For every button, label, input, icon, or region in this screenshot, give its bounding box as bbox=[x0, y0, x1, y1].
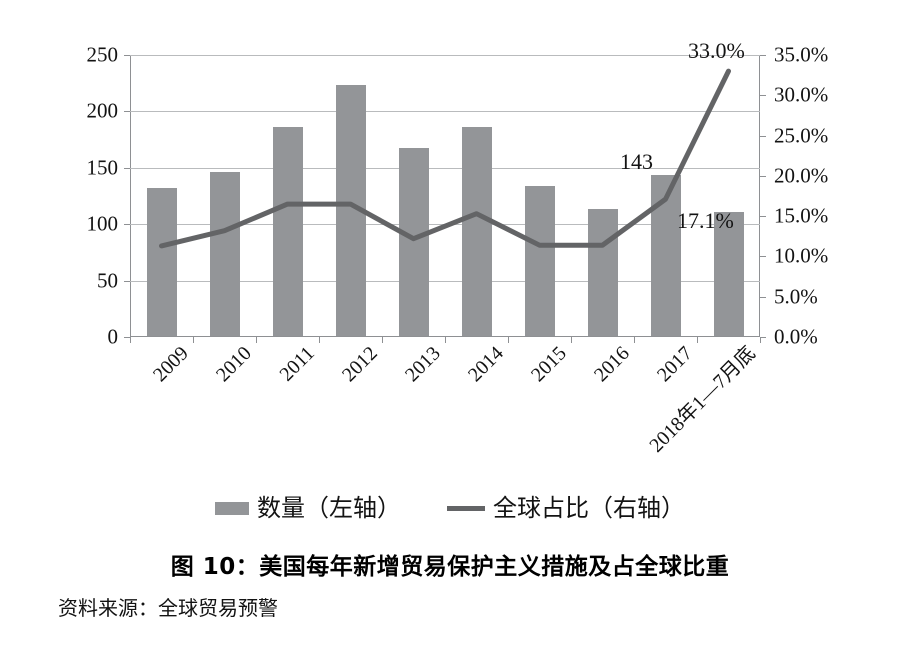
x-axis-label-2015: 2015 bbox=[527, 342, 571, 387]
right-axis-label-35: 35.0% bbox=[774, 42, 829, 67]
left-tick-200 bbox=[124, 111, 130, 112]
line-swatch-icon bbox=[447, 505, 485, 511]
right-axis-line bbox=[759, 55, 760, 337]
x-tick-8 bbox=[634, 337, 635, 343]
right-tick-0 bbox=[760, 337, 766, 338]
left-axis-label-150: 150 bbox=[86, 155, 119, 180]
right-tick-30 bbox=[760, 95, 766, 97]
left-axis-label-0: 0 bbox=[107, 324, 119, 349]
right-axis-label-30: 30.0% bbox=[774, 82, 829, 107]
x-axis-label-2011: 2011 bbox=[275, 342, 319, 386]
x-axis-label-2017: 2017 bbox=[653, 342, 697, 387]
gridline-200 bbox=[130, 111, 760, 112]
x-axis-label-2013: 2013 bbox=[401, 342, 445, 387]
left-axis-label-200: 200 bbox=[86, 98, 119, 123]
gridline-50 bbox=[130, 281, 760, 282]
legend-item-quantity: 数量（左轴） bbox=[215, 495, 401, 521]
x-tick-4 bbox=[382, 337, 383, 343]
right-tick-10 bbox=[760, 256, 766, 258]
plot-area: 250 200 150 100 50 0 35.0% 30.0% 25.0% 2… bbox=[87, 40, 829, 457]
right-tick-20 bbox=[760, 175, 766, 177]
data-label-143: 143 bbox=[620, 149, 653, 174]
bar-2014 bbox=[462, 127, 492, 336]
x-tick-0 bbox=[130, 337, 131, 343]
bar-2017 bbox=[651, 174, 681, 336]
bar-2009 bbox=[147, 188, 177, 336]
right-tick-25 bbox=[760, 135, 766, 137]
figure-caption: 图 10：美国每年新增贸易保护主义措施及占全球比重 bbox=[170, 554, 730, 580]
x-axis-label-2016: 2016 bbox=[590, 342, 634, 387]
bar-2012 bbox=[336, 84, 366, 336]
left-tick-100 bbox=[124, 224, 130, 225]
right-tick-5 bbox=[760, 296, 766, 298]
left-axis-label-50: 50 bbox=[97, 268, 118, 293]
legend-label-quantity: 数量（左轴） bbox=[257, 494, 401, 522]
left-tick-50 bbox=[124, 281, 130, 282]
x-axis-label-2014: 2014 bbox=[464, 342, 508, 387]
x-tick-2 bbox=[256, 337, 257, 343]
bar-2010 bbox=[210, 172, 240, 336]
legend-item-global-share: 全球占比（右轴） bbox=[447, 495, 685, 521]
x-tick-10 bbox=[760, 337, 761, 343]
x-tick-1 bbox=[193, 337, 194, 343]
left-axis-label-250: 250 bbox=[86, 42, 119, 67]
x-tick-5 bbox=[445, 337, 446, 343]
right-axis-label-0: 0.0% bbox=[774, 324, 818, 349]
left-tick-0 bbox=[124, 337, 130, 338]
x-tick-7 bbox=[571, 337, 572, 343]
bar-swatch-icon bbox=[215, 501, 249, 515]
gridline-150 bbox=[130, 168, 760, 169]
bar-2011 bbox=[273, 127, 303, 336]
data-label-33-pct: 33.0% bbox=[688, 38, 745, 63]
x-tick-6 bbox=[508, 337, 509, 343]
x-axis-label-2012: 2012 bbox=[338, 342, 382, 387]
right-axis-label-15: 15.0% bbox=[774, 203, 829, 228]
right-tick-35 bbox=[760, 55, 766, 56]
left-tick-150 bbox=[124, 168, 130, 169]
data-label-17-1-pct: 17.1% bbox=[677, 208, 734, 233]
chart-legend: 数量（左轴） 全球占比（右轴） bbox=[0, 495, 900, 521]
right-tick-15 bbox=[760, 216, 766, 218]
bar-2016 bbox=[588, 208, 618, 336]
x-axis-label-2010: 2010 bbox=[212, 342, 256, 387]
bar-2013 bbox=[399, 147, 429, 336]
left-axis-label-100: 100 bbox=[86, 211, 119, 236]
bar-2015 bbox=[525, 186, 555, 336]
x-axis-label-2009: 2009 bbox=[149, 342, 193, 387]
x-tick-9 bbox=[697, 337, 698, 343]
gridline-250 bbox=[130, 55, 760, 56]
right-axis-label-20: 20.0% bbox=[774, 163, 829, 188]
figure-source: 资料来源：全球贸易预警 bbox=[58, 596, 278, 620]
right-axis-label-10: 10.0% bbox=[774, 243, 829, 268]
right-axis-label-25: 25.0% bbox=[774, 123, 829, 148]
left-tick-250 bbox=[124, 55, 130, 56]
bottom-axis-line bbox=[130, 336, 760, 337]
right-axis-label-5: 5.0% bbox=[774, 284, 818, 309]
left-axis-line bbox=[130, 55, 131, 337]
legend-label-global-share: 全球占比（右轴） bbox=[493, 494, 685, 522]
x-tick-3 bbox=[319, 337, 320, 343]
